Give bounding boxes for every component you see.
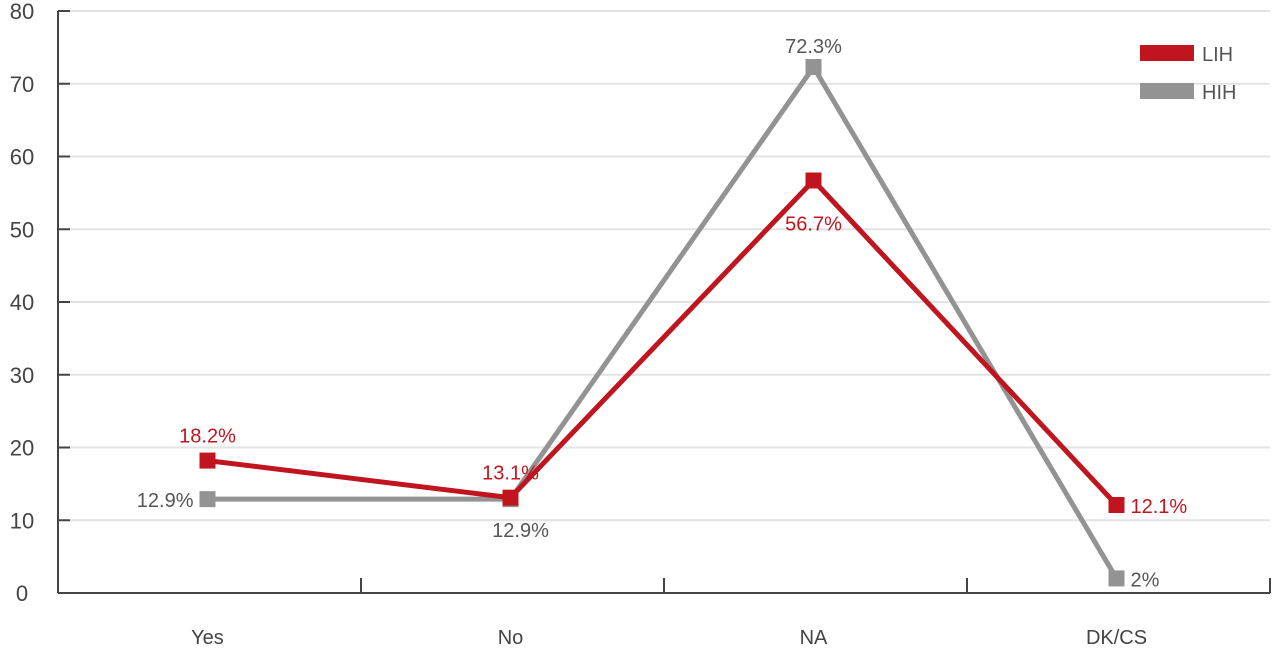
x-axis-category-labels: Yes No NA DK/CS bbox=[191, 627, 1147, 649]
y-tick-label-30: 30 bbox=[10, 363, 34, 388]
category-label-no: No bbox=[498, 627, 524, 649]
category-label-yes: Yes bbox=[191, 627, 224, 649]
marker-hih-dk-cs bbox=[1108, 570, 1125, 587]
data-label-lih-na: 56.7% bbox=[785, 214, 842, 236]
data-label-lih-yes: 18.2% bbox=[179, 426, 236, 448]
marker-lih-na bbox=[805, 172, 822, 189]
data-label-hih-yes: 12.9% bbox=[137, 490, 194, 512]
y-tick-label-40: 40 bbox=[10, 290, 34, 315]
data-labels: 18.2% 13.1% 56.7% 12.1% 12.9% 12.9% 72.3% 2% bbox=[137, 36, 1188, 591]
y-tick-label-70: 70 bbox=[10, 72, 34, 97]
legend-swatch-hih bbox=[1140, 83, 1194, 99]
y-tick-label-10: 10 bbox=[10, 508, 34, 533]
marker-hih-yes bbox=[199, 491, 216, 508]
data-label-hih-no: 12.9% bbox=[492, 520, 549, 542]
legend: LIH HIH bbox=[1140, 44, 1236, 104]
data-label-hih-dk-cs: 2% bbox=[1131, 569, 1160, 591]
grid-lines bbox=[70, 10, 1270, 522]
category-label-na: NA bbox=[800, 627, 828, 649]
marker-hih-na bbox=[805, 59, 822, 76]
category-label-dk-cs: DK/CS bbox=[1086, 627, 1147, 649]
y-tick-label-20: 20 bbox=[10, 436, 34, 461]
y-axis-tick-labels: 0 10 20 30 40 50 60 70 80 bbox=[10, 0, 34, 606]
y-tick-label-60: 60 bbox=[10, 145, 34, 170]
marker-lih-yes bbox=[199, 452, 216, 469]
series-line-hih bbox=[207, 64, 1119, 580]
legend-label-lih: LIH bbox=[1202, 44, 1233, 66]
y-tick-label-50: 50 bbox=[10, 217, 34, 242]
series-lines bbox=[207, 64, 1119, 580]
legend-swatch-lih bbox=[1140, 45, 1194, 61]
series-markers bbox=[199, 59, 1125, 587]
y-tick-label-80: 80 bbox=[10, 0, 34, 24]
data-label-hih-na: 72.3% bbox=[785, 36, 842, 58]
data-label-lih-dk-cs: 12.1% bbox=[1131, 496, 1188, 518]
axes bbox=[57, 10, 1271, 594]
data-label-lih-no: 13.1% bbox=[482, 463, 539, 485]
series-line-lih bbox=[207, 178, 1119, 507]
legend-label-hih: HIH bbox=[1202, 82, 1236, 104]
marker-lih-dk-cs bbox=[1108, 496, 1125, 513]
marker-lih-no bbox=[502, 489, 519, 506]
y-tick-label-0: 0 bbox=[16, 581, 28, 606]
